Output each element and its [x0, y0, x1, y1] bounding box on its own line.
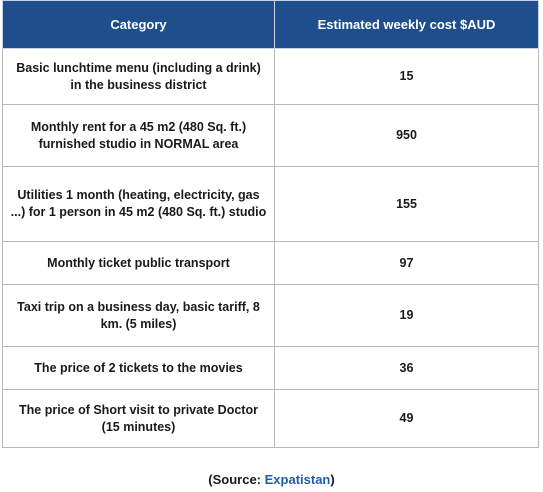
- table-row: Basic lunchtime menu (including a drink)…: [2, 48, 539, 105]
- category-cell: Monthly ticket public transport: [2, 241, 275, 285]
- source-prefix: (Source:: [208, 472, 265, 487]
- cost-table-container: Category Estimated weekly cost $AUD Basi…: [2, 0, 539, 448]
- cost-cell: 19: [274, 284, 539, 347]
- category-cell: Utilities 1 month (heating, electricity,…: [2, 166, 275, 242]
- cost-cell: 97: [274, 241, 539, 285]
- cost-cell: 155: [274, 166, 539, 242]
- table-row: Utilities 1 month (heating, electricity,…: [2, 166, 539, 242]
- category-cell: The price of Short visit to private Doct…: [2, 389, 275, 448]
- cost-cell: 15: [274, 48, 539, 105]
- category-cell: Taxi trip on a business day, basic tarif…: [2, 284, 275, 347]
- cost-table: Category Estimated weekly cost $AUD Basi…: [2, 0, 539, 448]
- source-link[interactable]: Expatistan: [264, 472, 331, 487]
- category-cell: Monthly rent for a 45 m2 (480 Sq. ft.) f…: [2, 104, 275, 167]
- table-header-row: Category Estimated weekly cost $AUD: [2, 0, 539, 49]
- cost-cell: 36: [274, 346, 539, 390]
- cost-cell: 49: [274, 389, 539, 448]
- table-row: Monthly rent for a 45 m2 (480 Sq. ft.) f…: [2, 104, 539, 167]
- source-caption: (Source: Expatistan): [0, 472, 543, 487]
- category-cell: The price of 2 tickets to the movies: [2, 346, 275, 390]
- table-row: The price of Short visit to private Doct…: [2, 389, 539, 448]
- cost-cell: 950: [274, 104, 539, 167]
- source-suffix: ): [330, 472, 335, 487]
- table-row: Taxi trip on a business day, basic tarif…: [2, 284, 539, 347]
- category-cell: Basic lunchtime menu (including a drink)…: [2, 48, 275, 105]
- table-row: The price of 2 tickets to the movies 36: [2, 346, 539, 390]
- header-weekly-cost: Estimated weekly cost $AUD: [274, 0, 539, 49]
- table-row: Monthly ticket public transport 97: [2, 241, 539, 285]
- header-category: Category: [2, 0, 275, 49]
